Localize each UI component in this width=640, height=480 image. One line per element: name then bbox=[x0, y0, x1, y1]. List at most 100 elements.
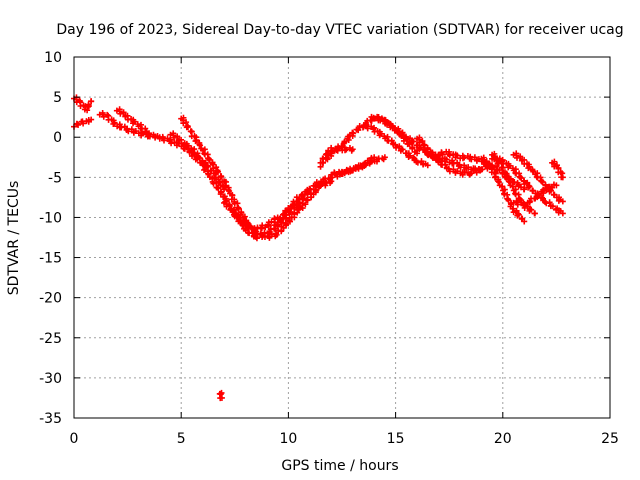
data-point bbox=[304, 196, 311, 203]
data-point bbox=[543, 187, 550, 194]
data-point bbox=[280, 210, 287, 217]
data-point bbox=[375, 117, 382, 124]
data-point bbox=[259, 232, 266, 239]
data-point bbox=[277, 215, 284, 222]
data-point bbox=[531, 210, 538, 217]
data-point bbox=[274, 219, 281, 226]
data-point bbox=[553, 182, 560, 189]
data-point bbox=[457, 164, 464, 171]
data-point bbox=[120, 109, 127, 116]
x-axis-label: GPS time / hours bbox=[281, 458, 398, 474]
data-point bbox=[388, 122, 395, 129]
data-point bbox=[411, 155, 418, 162]
data-point bbox=[549, 203, 556, 210]
data-point bbox=[273, 231, 280, 238]
data-point bbox=[204, 170, 211, 177]
data-point bbox=[100, 113, 107, 120]
data-point bbox=[403, 136, 410, 143]
chart-title: Day 196 of 2023, Sidereal Day-to-day VTE… bbox=[56, 22, 623, 38]
data-point bbox=[521, 218, 528, 225]
data-point bbox=[350, 130, 357, 137]
data-point bbox=[88, 116, 95, 123]
data-point bbox=[146, 130, 153, 137]
y-tick-label: 10 bbox=[44, 50, 62, 66]
data-point bbox=[349, 146, 356, 153]
data-point bbox=[320, 155, 327, 162]
data-point bbox=[174, 133, 181, 140]
data-point bbox=[317, 159, 324, 166]
data-point bbox=[354, 164, 361, 171]
data-point bbox=[515, 211, 522, 218]
data-point bbox=[392, 141, 399, 148]
data-point bbox=[312, 182, 319, 189]
data-point bbox=[546, 199, 553, 206]
data-point bbox=[253, 235, 260, 242]
y-tick-label: -15 bbox=[39, 251, 62, 267]
data-point bbox=[528, 206, 535, 213]
data-point bbox=[468, 156, 475, 163]
data-point bbox=[193, 137, 200, 144]
data-point bbox=[254, 224, 261, 231]
data-point bbox=[439, 151, 446, 158]
data-point bbox=[139, 130, 146, 137]
data-point bbox=[498, 183, 505, 190]
data-point bbox=[361, 163, 368, 170]
y-tick-label: -35 bbox=[39, 411, 62, 427]
data-point bbox=[521, 186, 528, 193]
data-point bbox=[529, 167, 536, 174]
data-point bbox=[521, 202, 528, 209]
data-point bbox=[354, 126, 361, 133]
data-point bbox=[506, 162, 513, 169]
data-point bbox=[259, 222, 266, 229]
data-point bbox=[215, 168, 222, 175]
data-point bbox=[345, 169, 352, 176]
x-ticks: 0 5 10 15 20 25 bbox=[70, 57, 619, 447]
data-point bbox=[289, 202, 296, 209]
data-point bbox=[75, 121, 82, 128]
data-point bbox=[283, 221, 290, 228]
data-point bbox=[235, 218, 242, 225]
data-point bbox=[266, 229, 273, 236]
data-point bbox=[483, 158, 490, 165]
data-point bbox=[366, 160, 373, 167]
data-point bbox=[454, 152, 461, 159]
data-point bbox=[210, 165, 217, 172]
data-point bbox=[377, 130, 384, 137]
data-point bbox=[236, 217, 243, 224]
data-point bbox=[131, 118, 138, 125]
data-point bbox=[559, 210, 566, 217]
x-tick-label: 5 bbox=[177, 431, 186, 447]
data-point bbox=[526, 183, 533, 190]
plot-frame bbox=[73, 56, 611, 419]
data-point bbox=[535, 191, 542, 198]
data-point bbox=[84, 107, 91, 114]
x-tick-label: 25 bbox=[601, 431, 619, 447]
data-point bbox=[328, 147, 335, 154]
data-point bbox=[343, 146, 350, 153]
data-point bbox=[424, 162, 431, 169]
data-point bbox=[168, 140, 175, 147]
data-point bbox=[540, 195, 547, 202]
data-point bbox=[548, 184, 555, 191]
data-point bbox=[446, 168, 453, 175]
x-tick-label: 0 bbox=[70, 431, 79, 447]
data-point bbox=[226, 202, 233, 209]
data-point bbox=[443, 156, 450, 163]
data-point bbox=[505, 178, 512, 185]
data-point bbox=[407, 152, 414, 159]
y-tick-label: -20 bbox=[39, 291, 62, 307]
data-point bbox=[146, 133, 153, 140]
x-tick-label: 15 bbox=[387, 431, 405, 447]
data-point bbox=[450, 160, 457, 167]
data-points bbox=[71, 94, 566, 402]
y-tick-label: -10 bbox=[39, 210, 62, 226]
data-point bbox=[332, 171, 339, 178]
data-point bbox=[349, 129, 356, 136]
data-point bbox=[213, 164, 220, 171]
grid-lines bbox=[74, 57, 610, 418]
data-point bbox=[192, 138, 199, 145]
data-point bbox=[409, 145, 416, 152]
data-point bbox=[196, 141, 203, 148]
data-point bbox=[493, 157, 500, 164]
